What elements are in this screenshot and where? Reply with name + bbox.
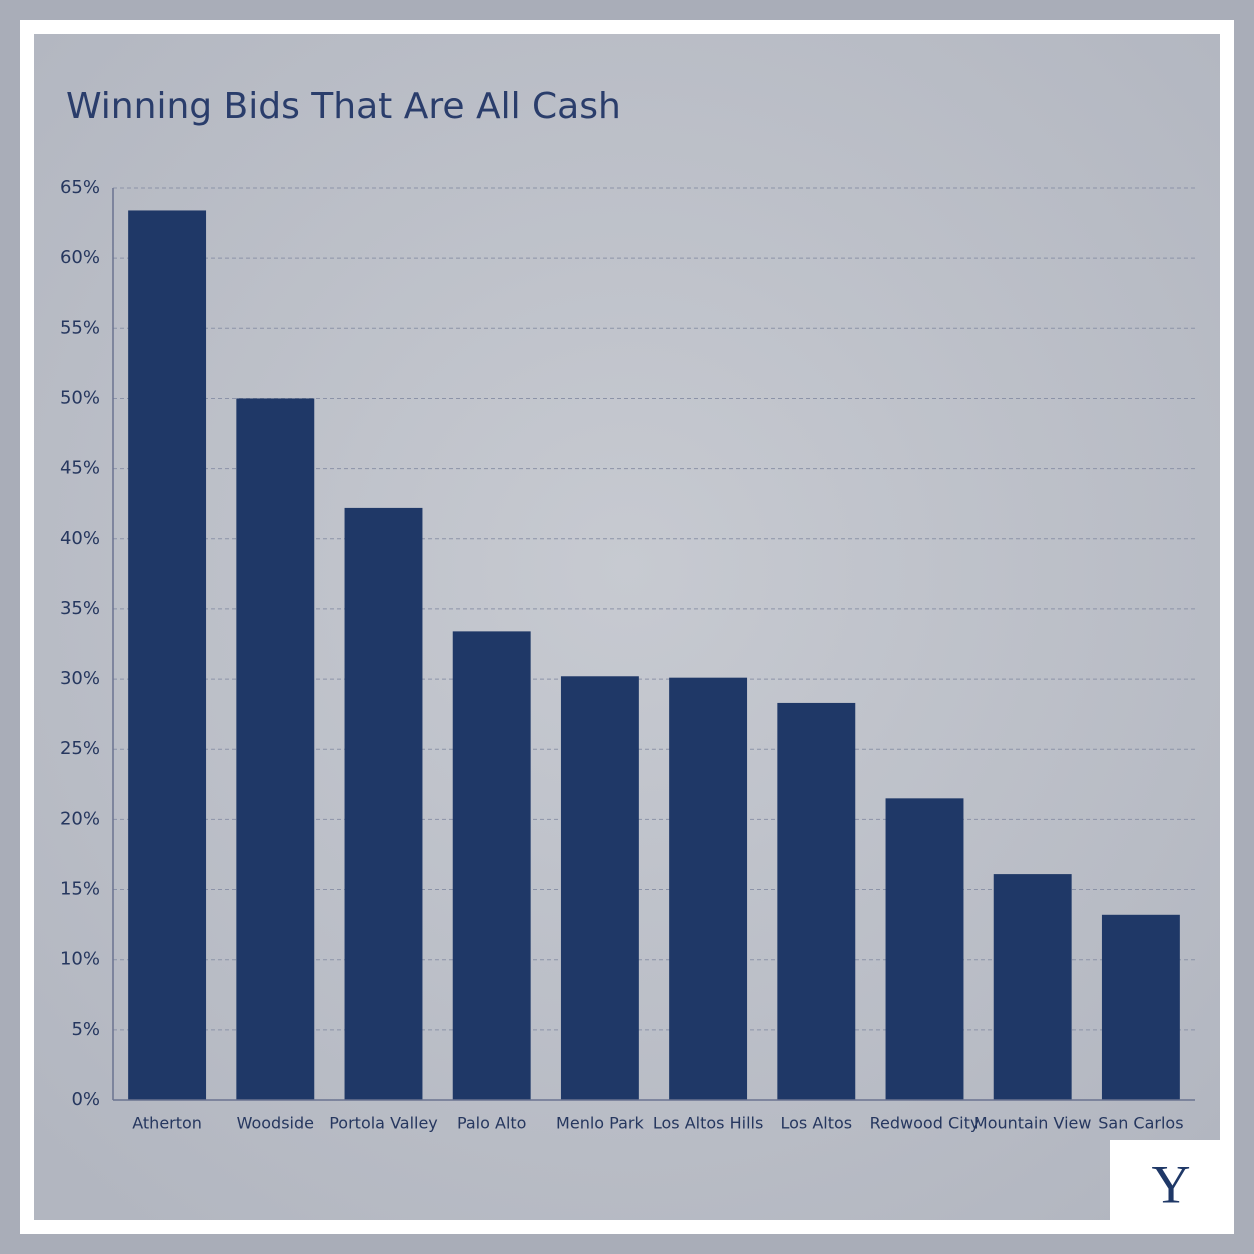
y-tick-label: 55% [60, 317, 100, 338]
x-tick-label: Portola Valley [329, 1114, 438, 1133]
y-tick-label: 20% [60, 808, 100, 829]
chart-title: Winning Bids That Are All Cash [66, 86, 621, 127]
x-tick-label: Los Altos [780, 1114, 852, 1133]
bar [777, 702, 856, 1100]
logo: Y [1152, 1154, 1191, 1214]
logo-box [1110, 1140, 1232, 1232]
x-tick-label: Atherton [132, 1114, 202, 1133]
x-tick-label: Los Altos Hills [653, 1114, 763, 1133]
bar [560, 676, 639, 1100]
y-tick-label: 45% [60, 458, 100, 479]
y-tick-label: 40% [60, 528, 100, 549]
y-tick-label: 0% [71, 1089, 100, 1110]
bar [885, 798, 964, 1100]
y-tick-label: 15% [60, 879, 100, 900]
x-tick-label: San Carlos [1098, 1114, 1183, 1133]
bar [128, 210, 207, 1101]
y-tick-label: 30% [60, 668, 100, 689]
y-tick-label: 60% [60, 247, 100, 268]
y-tick-label: 35% [60, 598, 100, 619]
y-tick-label: 65% [60, 177, 100, 198]
x-tick-label: Woodside [237, 1114, 314, 1133]
y-tick-label: 10% [60, 949, 100, 970]
bar [669, 677, 748, 1100]
x-tick-label: Menlo Park [556, 1114, 644, 1133]
bar [1101, 914, 1180, 1100]
y-tick-label: 5% [71, 1019, 100, 1040]
x-tick-label: Mountain View [974, 1114, 1092, 1133]
y-tick-label: 50% [60, 387, 100, 408]
bar [236, 398, 315, 1100]
bar [993, 874, 1072, 1100]
bar [452, 631, 531, 1100]
bar [344, 507, 423, 1100]
y-tick-label: 25% [60, 738, 100, 759]
x-tick-label: Redwood City [870, 1114, 980, 1133]
x-tick-label: Palo Alto [457, 1114, 527, 1133]
